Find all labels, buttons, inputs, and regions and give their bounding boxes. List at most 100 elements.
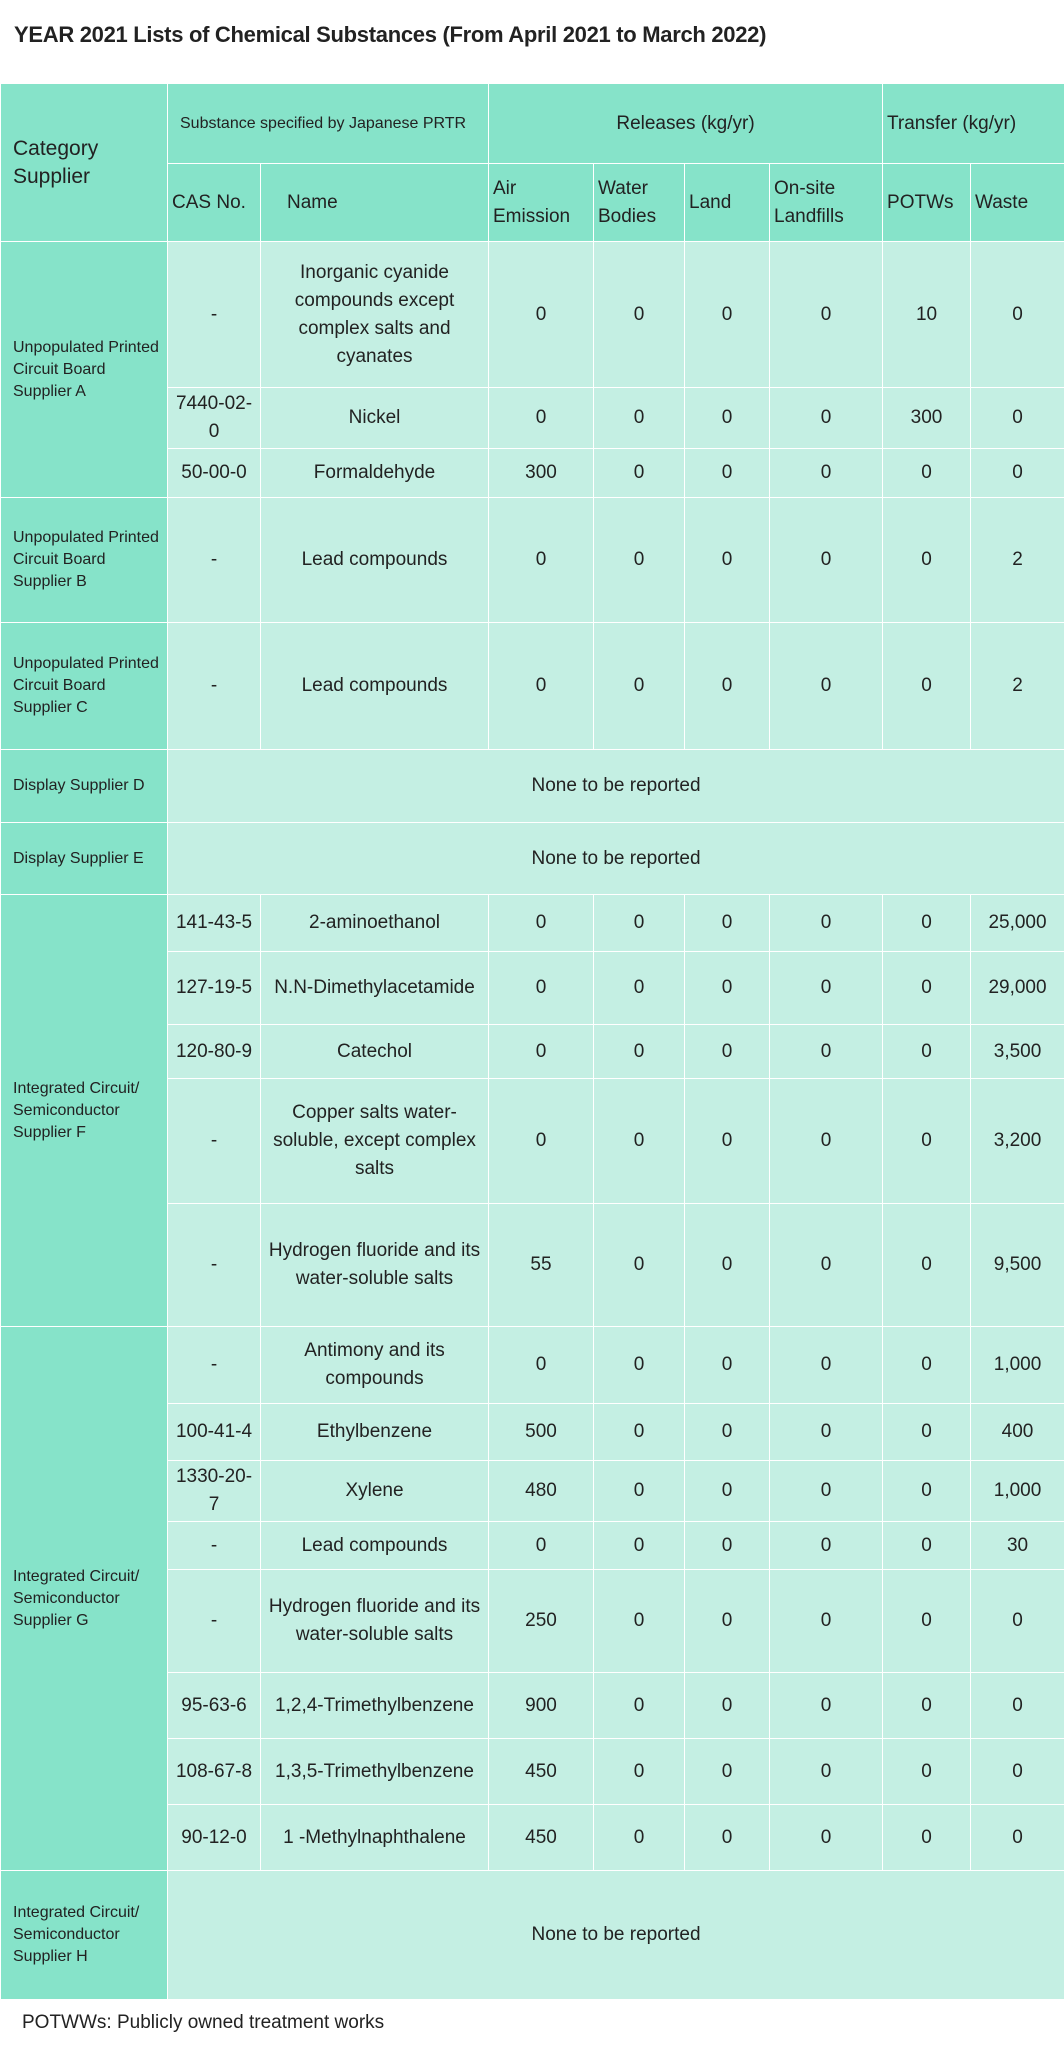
table-row: 95-63-6 1,2,4-Trimethylbenzene 900 0 0 0 0 0 [1, 1672, 1064, 1739]
cas-cell: - [167, 1203, 261, 1327]
name-cell: Lead compounds [260, 622, 489, 750]
value-cell: 0 [593, 1326, 685, 1404]
value-cell: 0 [488, 1078, 594, 1204]
value-cell: 0 [970, 1804, 1064, 1871]
none-reported: None to be reported [166, 1870, 1064, 2000]
header-transfer: Transfer (kg/yr) [882, 83, 1064, 164]
value-cell: 30 [970, 1521, 1064, 1570]
value-cell: 1,000 [970, 1460, 1064, 1522]
value-cell: 0 [593, 497, 685, 623]
value-cell: 0 [488, 241, 594, 388]
value-cell: 0 [593, 448, 685, 498]
table-row: - Lead compounds 0 0 0 0 0 30 [1, 1521, 1064, 1570]
value-cell: 400 [970, 1403, 1064, 1461]
value-cell: 0 [488, 1024, 594, 1079]
table-row: Unpopulated Printed Circuit Board Suppli… [0, 241, 1064, 498]
table-row: 90-12-0 1 -Methylnaphthalene 450 0 0 0 0 0 [1, 1804, 1064, 1871]
header-releases: Releases (kg/yr) [487, 83, 884, 164]
value-cell: 0 [684, 1078, 770, 1204]
table-row: 7440-02-0 Nickel 0 0 0 0 300 0 [1, 387, 1064, 449]
header-col: POTWs [882, 163, 972, 242]
category-cell: Unpopulated Printed Circuit Board Suppli… [0, 497, 168, 623]
value-cell: 1,000 [970, 1326, 1064, 1404]
value-cell: 0 [882, 622, 972, 750]
value-cell: 2 [970, 497, 1064, 623]
category-cell: Integrated Circuit/ Semiconductor Suppli… [0, 1326, 168, 1871]
value-cell: 0 [684, 951, 770, 1025]
cas-cell: - [167, 622, 261, 750]
value-cell: 0 [684, 1738, 770, 1805]
table-row: 108-67-8 1,3,5-Trimethylbenzene 450 0 0 0 0 0 [1, 1738, 1064, 1805]
value-cell: 0 [593, 1024, 685, 1079]
value-cell: 0 [882, 1078, 972, 1204]
value-cell: 500 [488, 1403, 594, 1461]
value-cell: 0 [488, 622, 594, 750]
cas-cell: 127-19-5 [167, 951, 261, 1025]
value-cell: 0 [768, 894, 884, 952]
name-cell: 1,3,5-Trimethylbenzene [260, 1738, 489, 1805]
value-cell: 0 [593, 622, 685, 750]
name-cell: Copper salts water-soluble, except compl… [260, 1078, 489, 1204]
value-cell: 0 [768, 1460, 884, 1522]
value-cell: 0 [768, 241, 884, 388]
table-row: Display Supplier D None to be reported [0, 749, 1064, 823]
header-col: On-site Landfills [768, 163, 884, 242]
value-cell: 0 [970, 241, 1064, 388]
value-cell: 0 [768, 951, 884, 1025]
table-row: Integrated Circuit/ Semiconductor Suppli… [0, 1870, 1064, 2000]
category-cell: Integrated Circuit/ Semiconductor Suppli… [0, 894, 168, 1327]
value-cell: 0 [970, 1738, 1064, 1805]
cas-cell: 108-67-8 [167, 1738, 261, 1805]
value-cell: 0 [768, 448, 884, 498]
value-cell: 0 [684, 1804, 770, 1871]
page-title: YEAR 2021 Lists of Chemical Substances (… [14, 22, 767, 47]
value-cell: 450 [488, 1738, 594, 1805]
name-cell: 2-aminoethanol [260, 894, 489, 952]
category-cell: Unpopulated Printed Circuit Board Suppli… [0, 622, 168, 750]
header-substance: Substance specified by Japanese PRTR [167, 83, 489, 164]
cas-cell: - [167, 1078, 261, 1204]
cas-cell: 100-41-4 [167, 1403, 261, 1461]
value-cell: 0 [593, 1460, 685, 1522]
value-cell: 2 [970, 622, 1064, 750]
cas-cell: - [167, 497, 261, 623]
category-cell: Display Supplier E [0, 822, 168, 895]
value-cell: 10 [882, 241, 972, 388]
name-cell: Lead compounds [260, 497, 489, 623]
none-reported: None to be reported [166, 822, 1064, 895]
value-cell: 0 [768, 1569, 884, 1673]
value-cell: 0 [488, 497, 594, 623]
value-cell: 0 [684, 497, 770, 623]
value-cell: 0 [882, 894, 972, 952]
table-row: 120-80-9 Catechol 0 0 0 0 0 3,500 [1, 1024, 1064, 1079]
value-cell: 0 [768, 1521, 884, 1570]
value-cell: 0 [768, 1403, 884, 1461]
value-cell: 3,200 [970, 1078, 1064, 1204]
value-cell: 55 [488, 1203, 594, 1327]
table-row: - Hydrogen fluoride and its water-soluble… [1, 1203, 1064, 1327]
value-cell: 900 [488, 1672, 594, 1739]
cas-cell: 90-12-0 [167, 1804, 261, 1871]
header-col: Water Bodies [593, 163, 685, 242]
value-cell: 0 [970, 387, 1064, 449]
value-cell: 0 [882, 1460, 972, 1522]
name-cell: Lead compounds [260, 1521, 489, 1570]
name-cell: Catechol [260, 1024, 489, 1079]
table-row: 1330-20-7 Xylene 480 0 0 0 0 1,000 [1, 1460, 1064, 1522]
header-col: Waste [970, 163, 1064, 242]
value-cell: 3,500 [970, 1024, 1064, 1079]
header-col: Name [260, 163, 489, 242]
table-row: Display Supplier E None to be reported [0, 822, 1064, 895]
cas-cell: 7440-02-0 [167, 387, 261, 449]
value-cell: 0 [593, 1804, 685, 1871]
value-cell: 25,000 [970, 894, 1064, 952]
value-cell: 450 [488, 1804, 594, 1871]
value-cell: 0 [970, 1672, 1064, 1739]
value-cell: 0 [882, 1326, 972, 1404]
value-cell: 0 [684, 448, 770, 498]
value-cell: 0 [768, 1203, 884, 1327]
value-cell: 0 [684, 1024, 770, 1079]
value-cell: 0 [768, 387, 884, 449]
value-cell: 0 [684, 1672, 770, 1739]
value-cell: 0 [488, 894, 594, 952]
